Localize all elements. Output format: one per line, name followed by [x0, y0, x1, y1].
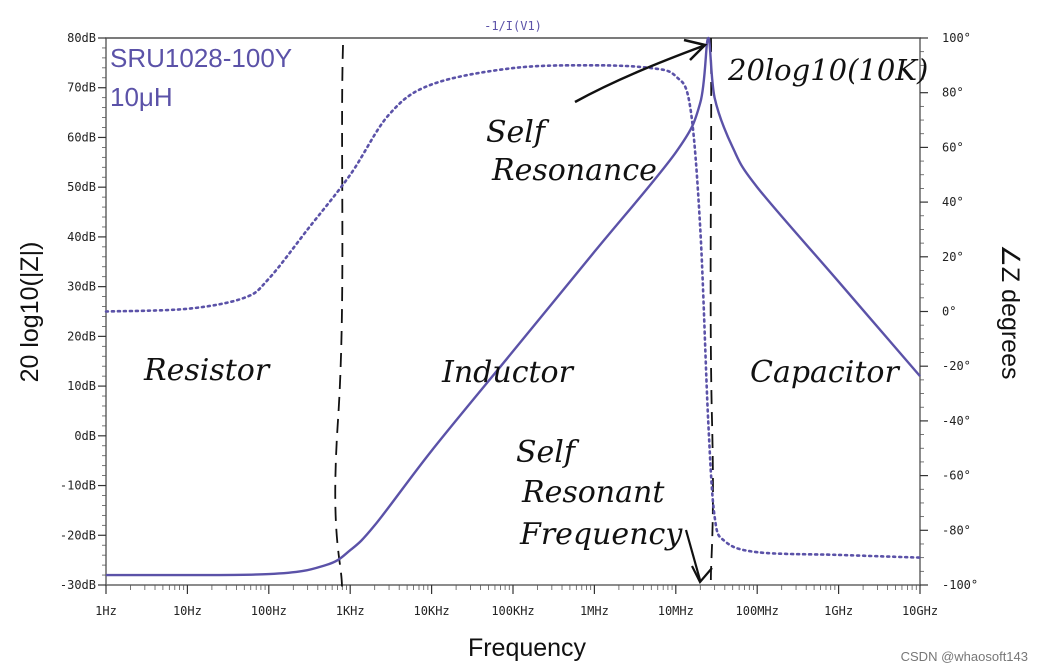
- y-left-tick-label: -30dB: [60, 578, 96, 592]
- y-right-tick-label: 80°: [942, 86, 964, 100]
- y-right-tick-label: -80°: [942, 523, 971, 537]
- x-tick-label: 1Hz: [95, 604, 117, 618]
- self-resonance-arrowhead: [683, 38, 708, 61]
- y-right-tick-label: -40°: [942, 414, 971, 428]
- y-left-tick-label: 0dB: [74, 429, 96, 443]
- watermark: CSDN @whaosoft143: [900, 649, 1028, 664]
- self-resonance-arrow: [574, 44, 704, 104]
- y-left-tick-label: 20dB: [67, 329, 96, 343]
- x-axis-ticks: 1Hz 10Hz 100Hz 1KHz 10KHz 100KHz 1MHz 10MHz 100M…: [95, 585, 938, 618]
- y-left-tick-label: 40dB: [67, 230, 96, 244]
- x-tick-label: 100MHz: [736, 604, 779, 618]
- y-right-axis-title: ∠Z degrees: [996, 245, 1024, 380]
- capacitor-region-label: Capacitor: [750, 355, 900, 390]
- y-left-tick-label: -10dB: [60, 479, 96, 493]
- x-tick-label: 100Hz: [251, 604, 287, 618]
- x-tick-label: 10MHz: [658, 604, 694, 618]
- y-right-tick-label: 20°: [942, 250, 964, 264]
- self-resonance-note: Self Resonance: [486, 115, 657, 188]
- y-left-axis-title: 20 log10(|Z|): [16, 242, 44, 383]
- srf-arrow: [684, 529, 702, 581]
- y-right-tick-label: 100°: [942, 31, 971, 45]
- y-left-tick-label: 10dB: [67, 379, 96, 393]
- x-tick-label: 1KHz: [336, 604, 365, 618]
- srf-arrowhead: [691, 565, 713, 584]
- y-left-axis-ticks: 80dB 70dB 60dB 50dB 40dB 30dB 20dB 10dB 0dB -10dB…: [60, 31, 106, 592]
- inductor-region-label: Inductor: [441, 355, 575, 390]
- resistor-inductor-boundary: [334, 44, 344, 589]
- phase-series-line: [104, 63, 922, 559]
- inductor-capacitor-boundary: [709, 37, 714, 589]
- y-right-tick-label: -60°: [942, 469, 971, 483]
- x-tick-label: 10KHz: [414, 604, 450, 618]
- y-right-tick-label: 0°: [942, 305, 956, 319]
- x-tick-label: 10Hz: [173, 604, 202, 618]
- y-right-tick-label: -20°: [942, 359, 971, 373]
- part-number-label: SRU1028-100Y: [110, 43, 292, 73]
- x-tick-label: 10GHz: [902, 604, 938, 618]
- x-tick-label: 100KHz: [491, 604, 534, 618]
- y-left-tick-label: 50dB: [67, 180, 96, 194]
- y-left-tick-label: 30dB: [67, 280, 96, 294]
- y-left-tick-label: 60dB: [67, 130, 96, 144]
- y-left-tick-label: -20dB: [60, 528, 96, 542]
- x-tick-label: 1GHz: [824, 604, 853, 618]
- x-axis-title: Frequency: [468, 634, 587, 662]
- y-right-tick-label: -100°: [942, 578, 978, 592]
- magnitude-series-line: [105, 36, 921, 577]
- peak-note: 20log10(10K): [727, 53, 928, 87]
- x-tick-label: 1MHz: [580, 604, 609, 618]
- chart-title: -1/I(V1): [484, 19, 542, 33]
- y-right-tick-label: 40°: [942, 195, 964, 209]
- y-left-tick-label: 70dB: [67, 81, 96, 95]
- y-left-tick-label: 80dB: [67, 31, 96, 45]
- inductance-label: 10μH: [110, 82, 173, 112]
- resistor-region-label: Resistor: [143, 353, 271, 388]
- self-resonant-frequency-note: Self Resonant Frequency: [516, 435, 683, 552]
- y-right-axis-ticks: 100° 80° 60° 40° 20° 0° -20° -40° -60° -80° -100°: [920, 31, 978, 592]
- y-right-tick-label: 60°: [942, 140, 964, 154]
